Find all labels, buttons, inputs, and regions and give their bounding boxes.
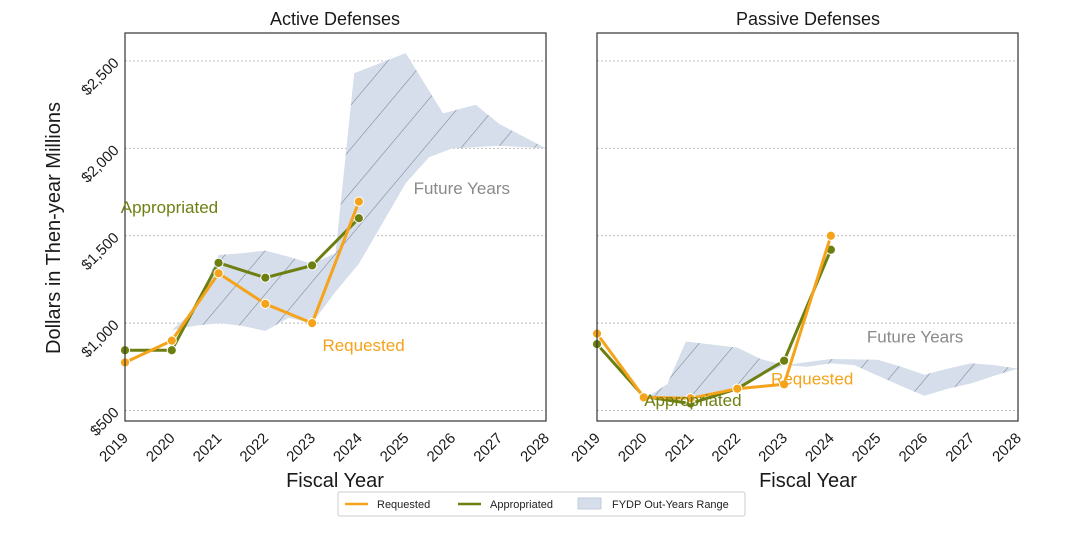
data-point-appropriated — [307, 260, 318, 271]
x-tick-label: 2025 — [377, 430, 413, 466]
annotation-requested: Requested — [322, 336, 404, 355]
plot-frame — [124, 32, 547, 422]
x-tick-label: 2024 — [330, 430, 366, 466]
x-tick-label: 2026 — [424, 430, 460, 466]
y-axis-title: Dollars in Then-year Millions — [43, 102, 65, 354]
annotation-requested: Requested — [771, 369, 853, 388]
x-axis-title: Fiscal Year — [759, 470, 857, 492]
data-point-requested — [353, 196, 364, 207]
fydp-range-hatch — [171, 53, 547, 331]
data-point-requested — [260, 298, 271, 310]
x-tick-label: 2027 — [470, 430, 506, 466]
data-point-appropriated — [779, 355, 790, 366]
legend-label-appropriated: Appropriated — [490, 499, 553, 511]
legend: Requested Appropriated FYDP Out-Years Ra… — [337, 491, 746, 517]
x-tick-label: 2019 — [568, 430, 604, 466]
y-tick-label: $2,000 — [78, 142, 122, 186]
legend-label-range: FYDP Out-Years Range — [612, 499, 729, 511]
plot-frame — [596, 32, 1019, 422]
series-line-appropriated — [125, 217, 360, 352]
annotation-appropriated: Appropriated — [644, 391, 741, 410]
x-tick-label: 2020 — [143, 430, 179, 466]
panel-active-defenses: Active Defenses Fiscal Year $500$1,000$1… — [78, 9, 553, 492]
annotation-future: Future Years — [867, 327, 963, 346]
data-point-appropriated — [353, 213, 364, 224]
annotation-appropriated: Appropriated — [121, 198, 218, 217]
x-axis-title: Fiscal Year — [286, 470, 384, 492]
legend-label-requested: Requested — [377, 499, 430, 511]
y-tick-label: $1,000 — [78, 317, 122, 361]
y-tick-label: $1,500 — [78, 229, 122, 273]
x-tick-label: 2023 — [755, 430, 791, 466]
data-point-requested — [779, 379, 790, 390]
x-tick-label: 2020 — [615, 430, 651, 466]
data-point-appropriated — [213, 257, 224, 268]
x-tick-label: 2024 — [802, 430, 838, 466]
data-point-requested — [732, 383, 743, 394]
data-point-requested — [307, 318, 318, 329]
data-point-requested — [685, 393, 696, 404]
data-point-appropriated — [166, 345, 177, 356]
x-tick-label: 2026 — [896, 430, 932, 466]
y-tick-label: $2,500 — [78, 55, 122, 99]
data-point-appropriated — [260, 272, 271, 283]
x-tick-label: 2023 — [283, 430, 319, 466]
panel-title: Passive Defenses — [736, 9, 880, 29]
data-point-requested — [638, 392, 649, 403]
annotation-future: Future Years — [414, 179, 510, 198]
data-point-requested — [166, 335, 177, 346]
x-tick-label: 2021 — [662, 430, 698, 466]
data-point-requested — [213, 268, 224, 279]
x-tick-label: 2028 — [989, 430, 1025, 466]
x-tick-label: 2028 — [517, 430, 553, 466]
legend-frame — [337, 491, 746, 517]
x-tick-label: 2022 — [709, 430, 745, 466]
x-tick-label: 2021 — [190, 430, 226, 466]
series-line-requested — [124, 201, 361, 364]
panel-passive-defenses: Passive Defenses Fiscal Year 2019 2020 202… — [568, 9, 1025, 492]
x-tick-label: 2022 — [237, 430, 273, 466]
panel-title: Active Defenses — [270, 9, 400, 29]
x-tick-label: 2025 — [849, 430, 885, 466]
data-point-requested — [825, 230, 836, 241]
x-tick-label: 2027 — [942, 430, 978, 466]
series-line-requested — [595, 235, 833, 400]
legend-swatch-range — [577, 497, 602, 510]
